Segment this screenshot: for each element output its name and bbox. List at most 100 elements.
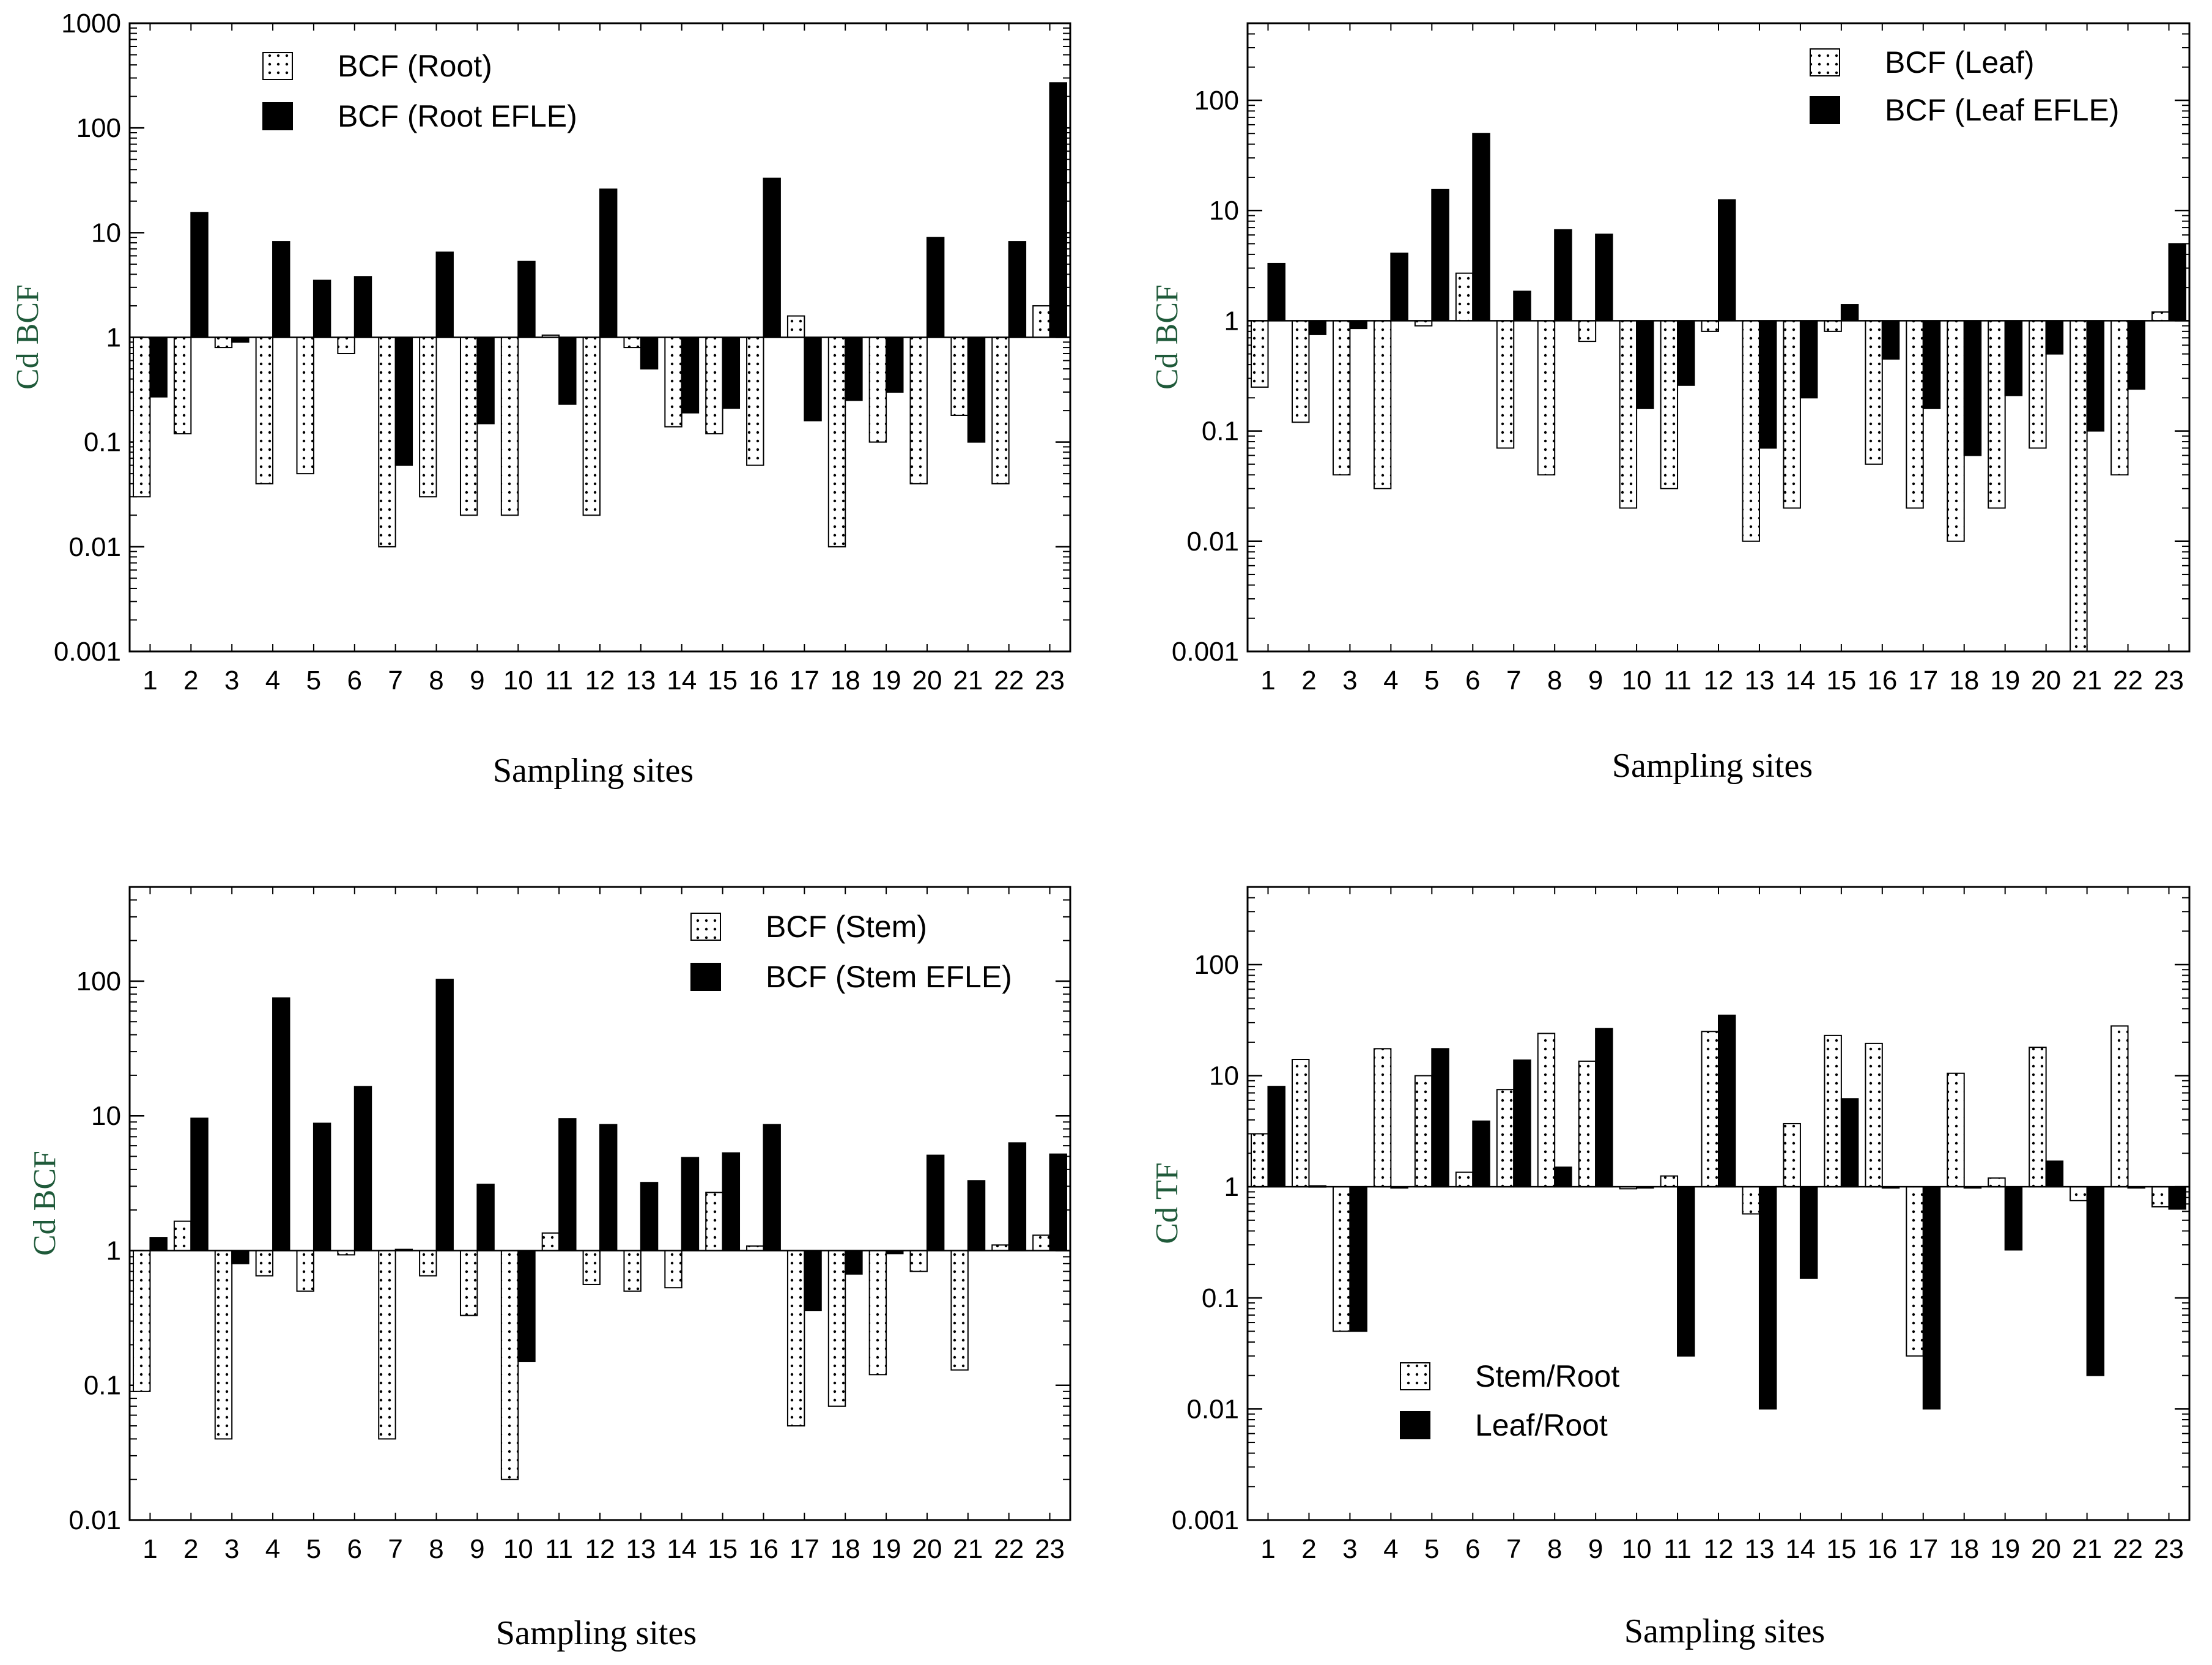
y-tick-label: 0.1	[1202, 1283, 1239, 1313]
bar-dotted-21	[2070, 1186, 2088, 1201]
x-tick-label: 13	[1744, 666, 1774, 695]
bar-dotted-9	[459, 1250, 478, 1316]
bar-dotted-23	[2151, 311, 2170, 322]
y-tick-label: 1	[1224, 1172, 1239, 1202]
bar-solid-20	[926, 237, 945, 338]
x-tick-label: 11	[1663, 1534, 1692, 1564]
legend-swatch-solid	[690, 963, 721, 991]
x-tick-label: 8	[1547, 666, 1562, 695]
bar-solid-21	[967, 336, 986, 443]
bar-dotted-12	[582, 1250, 601, 1285]
y-tick-label: 0.001	[1172, 637, 1239, 667]
bar-solid-13	[1758, 1186, 1777, 1410]
legend: BCF (Stem) BCF (Stem EFLE)	[690, 910, 1012, 994]
bar-dotted-6	[1455, 1171, 1474, 1188]
legend-label: BCF (Root EFLE)	[338, 99, 577, 133]
x-tick-label: 16	[1867, 666, 1897, 695]
x-tick-label: 2	[1301, 1534, 1316, 1564]
bar-solid-11	[1677, 320, 1695, 386]
x-tick-label: 3	[1342, 666, 1357, 695]
x-tick-label: 17	[1908, 666, 1938, 695]
x-tick-label: 5	[306, 666, 321, 695]
bar-dotted-5	[296, 1250, 314, 1292]
x-tick-label: 17	[790, 1534, 819, 1564]
bar-solid-15	[722, 1152, 741, 1252]
bar-dotted-19	[868, 336, 887, 443]
x-tick-label: 13	[626, 1534, 656, 1564]
x-tick-label: 21	[953, 1534, 983, 1564]
x-axis-title: Sampling sites	[1612, 747, 1813, 785]
bar-solid-1	[149, 336, 168, 398]
x-tick-label: 16	[749, 1534, 779, 1564]
x-tick-label: 18	[1949, 666, 1979, 695]
bar-dotted-5	[1414, 1075, 1433, 1188]
bar-dotted-14	[1783, 1122, 1801, 1188]
bar-dotted-5	[296, 336, 314, 475]
bar-solid-20	[2045, 320, 2064, 355]
plot-frame	[1246, 886, 2191, 1521]
bar-dotted-18	[1947, 320, 1965, 542]
bar-dotted-19	[868, 1250, 887, 1376]
bar-dotted-19	[1988, 1177, 2006, 1188]
bar-dotted-7	[378, 1250, 396, 1440]
bar-solid-8	[1554, 1166, 1572, 1188]
bar-solid-18	[1963, 320, 1982, 456]
bar-solid-14	[681, 1157, 700, 1252]
bar-solid-15	[1840, 304, 1859, 322]
x-tick-label: 8	[429, 666, 443, 695]
x-tick-label: 19	[1990, 1534, 2020, 1564]
bar-dotted-3	[1332, 320, 1351, 476]
bar-solid-7	[394, 336, 413, 466]
bar-dotted-1	[1251, 1133, 1269, 1188]
bar-solid-17	[1922, 320, 1941, 409]
bar-dotted-13	[1742, 320, 1760, 542]
bar-dotted-16	[1865, 1042, 1883, 1188]
x-axis-title: Sampling sites	[1624, 1612, 1825, 1650]
y-tick-label: 0.01	[1186, 527, 1239, 557]
bar-dotted-18	[827, 336, 846, 547]
bar-solid-10	[1636, 320, 1654, 409]
bar-dotted-1	[133, 1250, 151, 1392]
x-tick-label: 6	[1465, 666, 1480, 695]
bar-dotted-9	[1578, 1060, 1597, 1188]
legend-swatch-dotted	[1400, 1362, 1430, 1390]
x-axis-title: Sampling sites	[493, 752, 694, 790]
bar-solid-6	[353, 1086, 372, 1252]
bar-dotted-23	[1032, 305, 1051, 338]
x-axis-title: Sampling sites	[496, 1614, 697, 1652]
x-tick-label: 15	[708, 666, 738, 695]
legend: BCF (Leaf) BCF (Leaf EFLE)	[1810, 45, 2119, 127]
x-tick-label: 19	[871, 1534, 901, 1564]
y-tick-label: 0.001	[54, 637, 121, 667]
bar-solid-3	[1349, 1186, 1367, 1332]
bar-solid-3	[231, 1250, 250, 1264]
legend-label: BCF (Stem EFLE)	[766, 960, 1012, 994]
bar-dotted-8	[1537, 1033, 1556, 1188]
bar-dotted-7	[1496, 320, 1515, 449]
y-axis-title: Cd BCF	[28, 1151, 62, 1256]
bar-solid-23	[1049, 82, 1067, 338]
x-tick-label: 18	[830, 1534, 860, 1564]
x-tick-label: 23	[1035, 666, 1065, 695]
bar-dotted-17	[786, 315, 805, 338]
bar-dotted-22	[991, 336, 1010, 484]
legend: BCF (Root) BCF (Root EFLE)	[262, 49, 577, 133]
bar-solid-6	[353, 276, 372, 338]
x-tick-label: 22	[994, 1534, 1024, 1564]
bar-solid-4	[1390, 252, 1408, 322]
bar-solid-4	[272, 241, 290, 338]
bar-solid-20	[926, 1154, 945, 1252]
bar-dotted-23	[1032, 1234, 1051, 1252]
bar-solid-12	[1718, 1014, 1736, 1188]
y-tick-label: 0.1	[1202, 417, 1239, 447]
y-tick-label: 1000	[61, 9, 121, 39]
bar-solid-21	[967, 1180, 986, 1252]
x-tick-label: 9	[1588, 666, 1603, 695]
bar-dotted-20	[909, 336, 928, 484]
bar-dotted-10	[500, 336, 519, 516]
x-tick-label: 7	[1506, 666, 1521, 695]
bar-dotted-22	[991, 1244, 1010, 1252]
bar-dotted-13	[1742, 1186, 1760, 1215]
y-tick-label: 10	[1209, 196, 1239, 226]
bar-dotted-8	[419, 1250, 437, 1277]
